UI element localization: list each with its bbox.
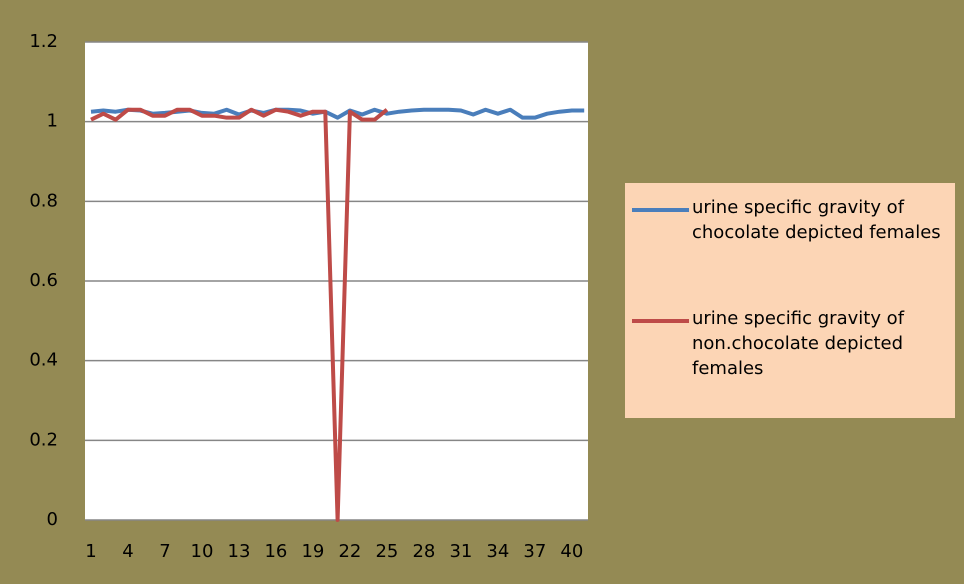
series-line (90, 107, 389, 522)
x-tick-label: 16 (264, 541, 287, 562)
x-tick-label: 10 (191, 541, 214, 562)
x-tick-label: 7 (159, 541, 170, 562)
x-tick-label: 31 (449, 541, 472, 562)
y-tick-label: 0.6 (29, 270, 58, 291)
x-tick-label: 19 (301, 541, 324, 562)
legend-label: urine specific gravity of chocolate depi… (692, 197, 941, 243)
x-tick-label: 37 (523, 541, 546, 562)
y-tick-label: 0.8 (29, 190, 58, 211)
legend-swatch (632, 319, 689, 323)
legend-label: urine specific gravity of non.chocolate … (692, 308, 905, 379)
x-tick-label: 1 (85, 541, 96, 562)
x-tick-label: 13 (228, 541, 251, 562)
y-tick-label: 0.2 (29, 429, 58, 450)
x-tick-label: 22 (338, 541, 361, 562)
x-tick-label: 28 (412, 541, 435, 562)
x-tick-label: 25 (375, 541, 398, 562)
y-tick-label: 0.4 (29, 350, 58, 371)
y-tick-label: 1 (47, 111, 58, 132)
y-tick-label: 0 (47, 509, 58, 530)
legend: urine specific gravity of chocolate depi… (625, 183, 955, 418)
x-tick-label: 40 (560, 541, 583, 562)
x-tick-label: 4 (122, 541, 133, 562)
y-tick-label: 1.2 (29, 31, 58, 52)
x-tick-label: 34 (486, 541, 509, 562)
legend-swatch (632, 208, 689, 212)
